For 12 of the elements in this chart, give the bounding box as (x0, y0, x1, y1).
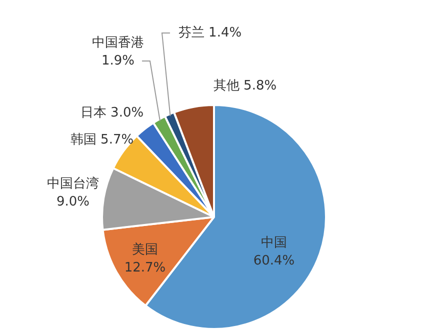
slice-label: 中国台湾 (47, 175, 99, 192)
slice-label: 中国香港 (92, 35, 144, 50)
slice-label: 芬兰 1.4% (178, 25, 242, 40)
data-label: 9.0% (56, 194, 90, 210)
slice-label: 韩国 5.7% (70, 132, 134, 148)
slice-label: 其他 5.8% (213, 78, 277, 94)
slice-label: 美国 (132, 241, 158, 258)
data-label: 60.4% (253, 253, 295, 268)
data-label: 1.9% (101, 53, 135, 68)
data-label: 12.7% (124, 260, 166, 276)
slice-label: 中国 (261, 235, 287, 250)
slice-label: 日本 3.0% (80, 105, 144, 120)
